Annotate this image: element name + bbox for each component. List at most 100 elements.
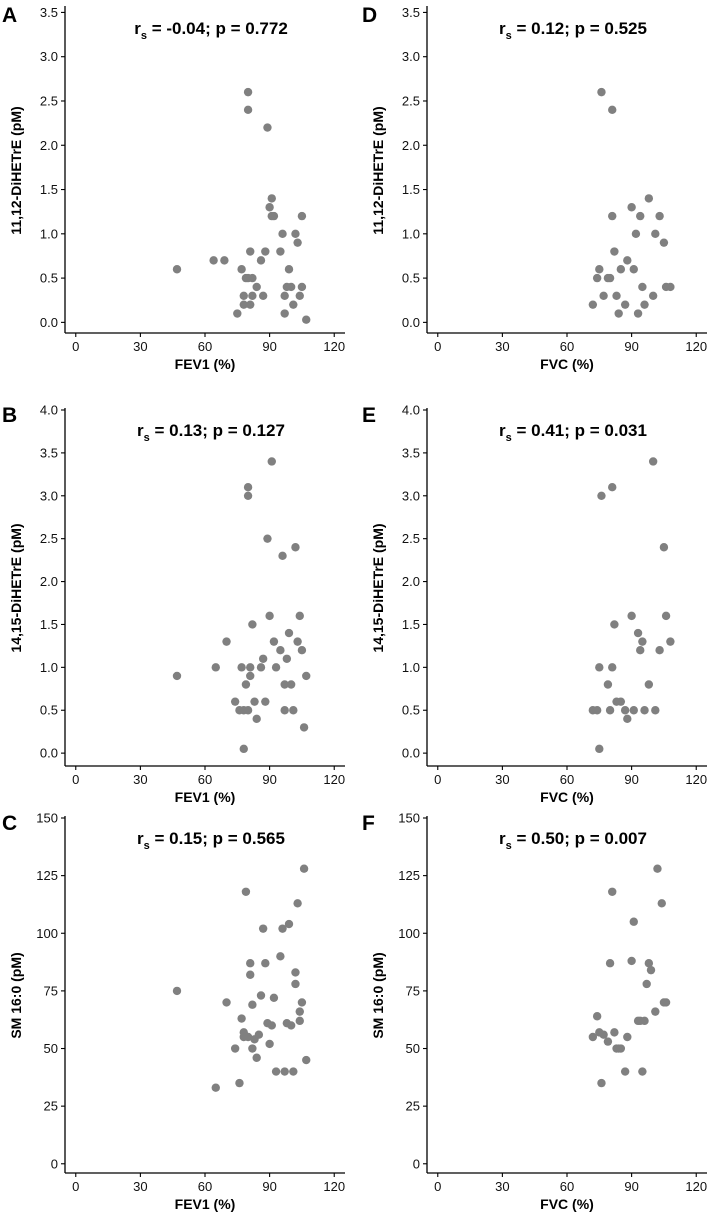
stat-r: r — [137, 421, 144, 440]
data-point — [246, 247, 255, 256]
data-point — [302, 671, 311, 681]
data-point — [610, 1028, 619, 1037]
data-point — [239, 744, 248, 754]
x-tick-label: 120 — [685, 772, 707, 787]
x-tick-label: 60 — [198, 1179, 212, 1194]
data-point — [642, 979, 651, 989]
data-point — [293, 637, 302, 646]
x-tick-label: 30 — [133, 1179, 147, 1194]
data-point — [610, 247, 619, 256]
data-point — [644, 194, 654, 203]
data-point — [237, 1014, 246, 1023]
stat-r-subscript: s — [506, 30, 512, 42]
x-axis-label: FVC (%) — [540, 789, 594, 805]
data-point — [289, 1067, 298, 1076]
panel-letter: F — [362, 812, 375, 835]
data-point — [246, 663, 255, 672]
data-point — [286, 1021, 296, 1030]
y-tick-label: 1.0 — [402, 226, 420, 241]
panel-b: B 0 30 60 90 120 0.0 0.5 1.0 1.5 2.0 2.5 3.0 3.5 4.0 FE… — [2, 403, 345, 806]
y-axis-label: SM 16:0 (pM) — [370, 952, 386, 1038]
data-point — [595, 744, 604, 754]
y-tick-label: 2.0 — [40, 138, 58, 153]
data-point — [653, 864, 662, 873]
data-point — [256, 256, 266, 265]
stat-r: r — [499, 19, 506, 38]
data-points — [588, 87, 675, 318]
stat-values: = 0.50; p = 0.007 — [512, 829, 647, 848]
y-tick-label: 3.0 — [402, 488, 420, 503]
x-tick-label: 30 — [495, 772, 509, 787]
data-point — [297, 211, 307, 221]
data-point — [592, 1012, 602, 1021]
y-tick-label: 2.5 — [40, 93, 58, 108]
data-point — [614, 309, 623, 318]
data-point — [246, 671, 255, 681]
x-tick-label: 60 — [560, 339, 574, 354]
x-tick-label: 120 — [685, 1179, 707, 1194]
data-point — [233, 309, 242, 318]
x-tick-label: 60 — [198, 339, 212, 354]
y-tick-label: 25 — [406, 1099, 420, 1114]
y-tick-label: 3.5 — [40, 445, 58, 460]
data-point — [263, 123, 272, 132]
data-point — [623, 714, 632, 724]
data-point — [252, 714, 261, 724]
stat-r-subscript: s — [506, 840, 512, 852]
data-point — [265, 611, 274, 621]
y-tick-label: 4.0 — [402, 403, 420, 418]
data-point — [620, 706, 630, 715]
data-point — [633, 309, 643, 318]
data-point — [211, 1083, 220, 1092]
panel-d: D 0 30 60 90 120 0.0 0.5 1.0 1.5 2.0 2.5 3.0 3.5 FVC (… — [362, 4, 707, 372]
data-point — [256, 663, 266, 672]
data-point — [610, 620, 619, 629]
data-point — [648, 457, 658, 466]
data-point — [211, 663, 220, 672]
y-tick-label: 0.5 — [402, 271, 420, 286]
data-point — [280, 291, 289, 301]
data-point — [295, 1016, 304, 1026]
correlation-stat: rs = -0.04; p = 0.772 — [134, 19, 288, 42]
y-axis-label: 14,15-DiHETrE (pM) — [8, 523, 24, 652]
data-point — [230, 697, 240, 706]
data-point — [648, 291, 658, 301]
y-axis-label: SM 16:0 (pM) — [8, 952, 24, 1038]
x-tick-label: 60 — [560, 1179, 574, 1194]
data-point — [235, 1078, 244, 1088]
data-point — [172, 671, 182, 681]
x-axis-label: FVC (%) — [540, 356, 594, 372]
data-point — [659, 238, 669, 247]
data-point — [640, 300, 649, 309]
x-tick-label: 120 — [323, 772, 345, 787]
x-axis-label: FVC (%) — [540, 1196, 594, 1212]
data-point — [241, 887, 251, 896]
data-point — [657, 899, 666, 908]
panel-letter: C — [2, 812, 17, 835]
x-tick-label: 90 — [262, 772, 276, 787]
data-point — [627, 956, 636, 966]
data-point — [597, 87, 606, 97]
y-tick-label: 3.0 — [40, 488, 58, 503]
data-point — [252, 282, 261, 292]
data-point — [623, 256, 632, 265]
data-point — [299, 864, 309, 873]
data-point — [289, 706, 298, 715]
x-tick-label: 0 — [72, 772, 79, 787]
data-point — [241, 680, 251, 689]
data-points — [588, 864, 671, 1088]
y-tick-label: 1.0 — [40, 226, 58, 241]
data-point — [246, 300, 255, 309]
y-tick-label: 1.0 — [40, 660, 58, 675]
x-tick-label: 0 — [72, 1179, 79, 1194]
data-point — [243, 491, 253, 500]
y-tick-label: 0.0 — [40, 315, 58, 330]
data-point — [276, 645, 285, 655]
data-point — [293, 899, 302, 908]
data-point — [627, 611, 636, 621]
y-tick-label: 0.0 — [402, 746, 420, 761]
x-tick-label: 90 — [624, 772, 638, 787]
data-point — [592, 273, 602, 283]
x-axis-label: FEV1 (%) — [175, 1196, 236, 1212]
